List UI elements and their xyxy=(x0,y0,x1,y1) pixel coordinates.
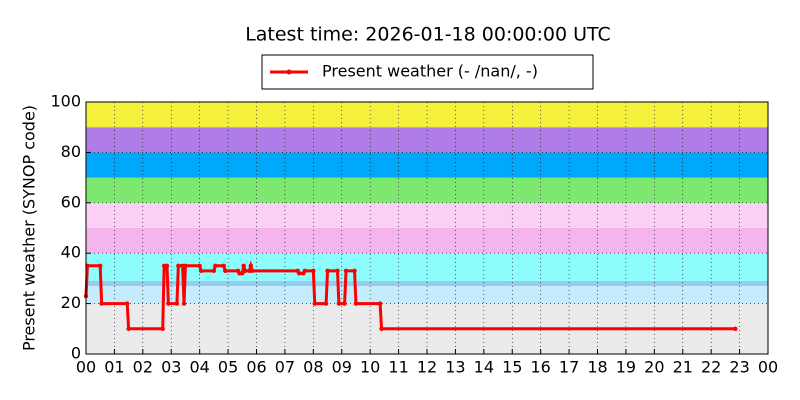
data-point xyxy=(221,263,227,268)
data-point xyxy=(311,268,316,274)
data-point xyxy=(160,326,165,331)
data-point xyxy=(302,268,308,274)
x-tick-label: 15 xyxy=(502,358,522,377)
x-tick-label: 05 xyxy=(218,358,238,377)
data-point xyxy=(325,268,330,274)
x-tick-label: 09 xyxy=(332,358,352,377)
x-tick-label: 23 xyxy=(729,358,749,377)
data-point xyxy=(336,301,342,306)
x-tick-label: 04 xyxy=(189,358,209,377)
x-tick-label: 16 xyxy=(530,358,550,377)
data-point xyxy=(242,268,248,274)
data-point xyxy=(248,263,254,268)
tick-labels: 0 20 40 60 80 100 00 01 02 03 04 05 06 07 08 09 10 11 12 13… xyxy=(50,92,778,377)
data-point xyxy=(125,301,130,306)
data-point xyxy=(241,263,246,268)
data-point xyxy=(733,326,738,331)
data-point xyxy=(213,263,218,268)
data-point xyxy=(377,301,383,306)
legend-box xyxy=(261,54,594,90)
x-tick-label: 02 xyxy=(133,358,153,377)
x-tick-label: 13 xyxy=(445,358,465,377)
y-tick-label: 20 xyxy=(61,293,81,312)
data-point xyxy=(98,263,103,268)
band xyxy=(86,152,768,178)
x-tick-label: 06 xyxy=(246,358,266,377)
data-point xyxy=(240,271,245,276)
data-point xyxy=(181,301,187,306)
band xyxy=(86,127,768,153)
y-tick-label: 40 xyxy=(61,243,81,262)
data-point xyxy=(164,263,170,268)
x-tick-label: 19 xyxy=(616,358,636,377)
x-tick-label: 10 xyxy=(360,358,380,377)
x-tick-label: 20 xyxy=(644,358,664,377)
x-tick-label: 03 xyxy=(161,358,181,377)
data-point xyxy=(343,268,349,274)
band xyxy=(86,280,768,286)
data-point xyxy=(197,263,202,268)
x-tick-label: 14 xyxy=(474,358,494,377)
data-point xyxy=(126,326,131,331)
y-tick-label: 0 xyxy=(71,344,81,363)
x-tick-label: 17 xyxy=(559,358,579,377)
data-point xyxy=(176,263,181,268)
data-point xyxy=(198,268,204,274)
y-tick-label: 100 xyxy=(50,92,81,111)
legend: Present weather (- /nan/, -) xyxy=(261,54,594,90)
data-point xyxy=(211,268,217,274)
y-axis-label: Present weather (SYNOP code) xyxy=(20,105,39,351)
data-point xyxy=(296,271,302,276)
data-point xyxy=(250,268,255,274)
data-point xyxy=(183,263,188,268)
x-tick-label: 12 xyxy=(417,358,437,377)
bands xyxy=(86,102,768,354)
x-tick-label: 22 xyxy=(701,358,721,377)
data-point xyxy=(353,301,359,306)
data-point xyxy=(166,301,171,306)
x-tick-label: 07 xyxy=(275,358,295,377)
x-tick-label: 18 xyxy=(587,358,607,377)
band xyxy=(86,228,768,254)
data-point xyxy=(312,301,317,306)
data-point xyxy=(379,326,384,331)
data-point xyxy=(174,301,180,306)
y-tick-label: 60 xyxy=(61,192,81,211)
data-point xyxy=(342,301,347,306)
plot xyxy=(83,260,738,331)
x-tick-label: 01 xyxy=(104,358,124,377)
x-tick-label: 00 xyxy=(758,358,778,377)
legend-marker xyxy=(286,69,292,75)
data-point xyxy=(223,268,228,274)
data-point xyxy=(335,268,340,274)
x-tick-label: 08 xyxy=(303,358,323,377)
x-tick-label: 00 xyxy=(76,358,96,377)
x-tick-label: 11 xyxy=(388,358,408,377)
y-tick-label: 80 xyxy=(61,142,81,161)
data-point xyxy=(352,268,357,274)
data-point xyxy=(323,301,329,306)
data-point xyxy=(99,301,104,306)
chart-title: Latest time: 2026-01-18 00:00:00 UTC xyxy=(245,24,611,46)
axes-frame xyxy=(85,101,769,355)
legend-label: Present weather (- /nan/, -) xyxy=(322,62,538,81)
x-tick-label: 21 xyxy=(673,358,693,377)
